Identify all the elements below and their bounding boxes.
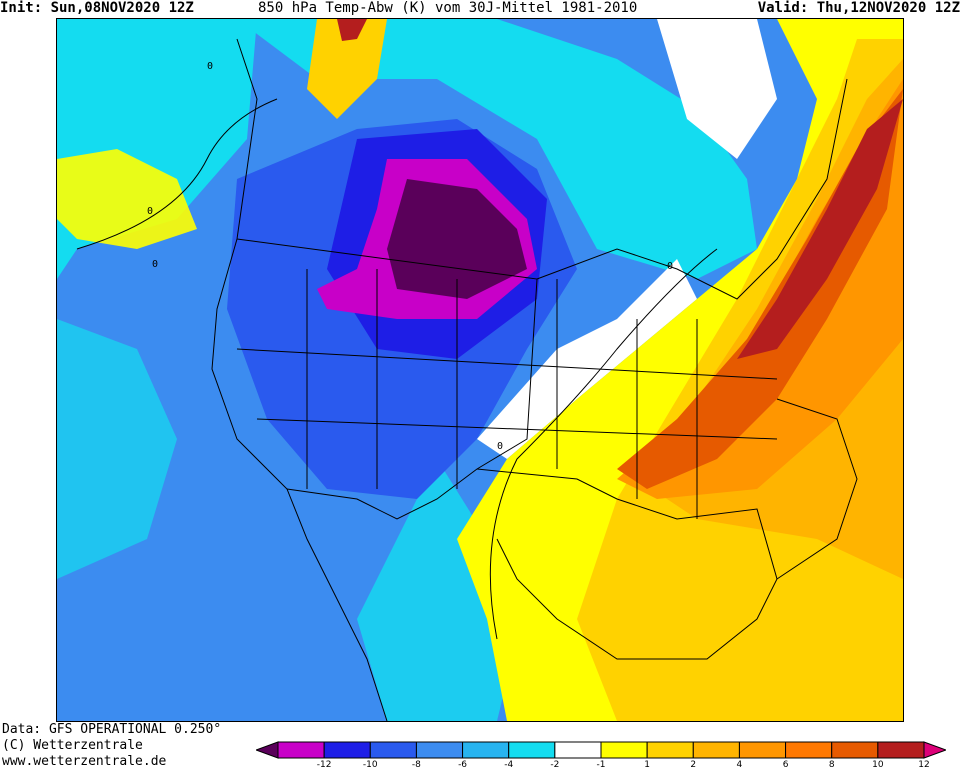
legend-swatch (554, 741, 602, 759)
contour-label: 0 (667, 261, 673, 272)
anomaly-map: 0 0 0 0 0 (56, 18, 904, 722)
contour-label: 0 (497, 441, 503, 452)
legend-tick-label: -10 (362, 760, 378, 770)
state-lines (306, 269, 458, 489)
legend-swatch (738, 741, 787, 759)
legend-tick-label: 6 (782, 760, 789, 770)
contour-label: 0 (147, 206, 153, 217)
dark-orange-zone (617, 79, 903, 499)
legend-tick-label: -6 (458, 760, 468, 770)
init-time-label: Init: Sun,08NOV2020 12Z (0, 0, 194, 16)
warm-blob-pacific (57, 149, 197, 249)
legend-tick-label: 2 (690, 760, 697, 770)
copyright-label: (C) Wetterzentrale (2, 738, 143, 753)
legend-tick-label: -4 (504, 760, 514, 770)
east-coastline (776, 398, 858, 580)
canada-us-border (536, 78, 848, 300)
legend-swatch (323, 741, 371, 759)
data-source-label: Data: GFS OPERATIONAL 0.250° (2, 722, 222, 737)
cool-zone-canada (237, 19, 757, 279)
legend-swatch (785, 741, 833, 759)
website-label: www.wetterzentrale.de (2, 754, 167, 769)
legend-swatch (415, 741, 464, 759)
legend-tick-label: -1 (596, 760, 606, 770)
warm-blob-northwest (307, 19, 387, 119)
state-lines-east (556, 279, 698, 519)
legend-swatch (462, 741, 510, 759)
valid-time-label: Valid: Thu,12NOV2020 12Z (757, 0, 960, 16)
extreme-cold-core (387, 179, 527, 299)
chart-title: 850 hPa Temp-Abw (K) vom 30J-Mittel 1981… (258, 0, 638, 16)
legend-tick-label: 1 (644, 760, 650, 770)
neutral-zone-north (657, 19, 777, 159)
legend-swatch (256, 741, 279, 759)
legend-swatch (923, 741, 946, 759)
state-lines-horizontal (236, 348, 778, 440)
legend-swatch (277, 741, 325, 759)
contour-label: 0 (207, 61, 213, 72)
contour-label: 0 (152, 259, 158, 270)
west-coastline (211, 38, 388, 721)
legend-tick-label: 8 (828, 760, 835, 770)
legend-swatch (600, 741, 648, 759)
neutral-zone-central (477, 259, 697, 459)
legend-tick-label: 10 (872, 760, 884, 770)
legend-swatch (646, 741, 694, 759)
legend-swatch (369, 741, 417, 759)
legend-tick-label: 4 (736, 760, 743, 770)
warm-blob-core (337, 19, 367, 41)
legend-swatch (831, 741, 879, 759)
cool-zone-pacific-west (57, 319, 177, 579)
zero-contour-pacific (76, 98, 278, 250)
zero-contour-central (489, 248, 718, 640)
contour-labels: 0 0 0 0 0 (147, 61, 673, 452)
borders (211, 38, 858, 721)
gulf-coast (476, 468, 778, 660)
legend-tick-label: -12 (316, 760, 332, 770)
legend-swatch (508, 741, 556, 759)
map-canvas: 0 0 0 0 0 (57, 19, 903, 721)
legend-tick-label: -8 (411, 760, 421, 770)
legend-tick-label: -2 (550, 760, 560, 770)
zero-contours (76, 98, 718, 640)
max-warm-zone (737, 99, 903, 359)
color-legend (256, 741, 946, 759)
legend-tick-label: 12 (918, 760, 930, 770)
legend-swatch (692, 741, 740, 759)
legend-swatch (877, 741, 925, 759)
